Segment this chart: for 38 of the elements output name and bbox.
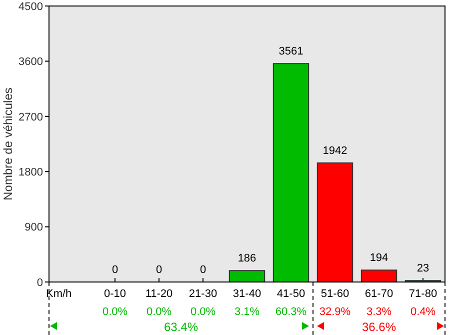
data-label: 0 [156,264,162,276]
x-tick-label: 0-10 [104,288,126,300]
y-axis-title: Nombre de véhicules [1,88,15,200]
x-tick-label: 61-70 [364,288,394,300]
text: 32.9% [319,306,351,318]
bar [228,270,266,282]
text: 0.0% [146,306,172,318]
bar [316,162,354,282]
text: 36.6% [362,320,396,334]
x-tick-label: 21-30 [188,288,218,300]
text: 0.4% [410,306,436,318]
x-tick-label: 31-40 [232,288,262,300]
y-tick-label: 0 [36,276,43,289]
bar [272,63,310,282]
text: 3.3% [366,306,392,318]
text: 3.1% [234,306,260,318]
x-tick-label: 51-60 [320,288,350,300]
data-label: 23 [416,262,430,275]
y-tick-label: 4500 [18,0,43,13]
data-label: 1942 [322,144,348,157]
data-label: 0 [112,264,118,276]
bar [360,270,398,282]
data-label: 0 [200,264,206,276]
x-tick-label: 71-80 [408,288,438,300]
text: 63.4% [164,320,198,334]
text: 0.0% [102,306,128,318]
y-tick-label: 1800 [18,166,43,178]
x-tick-label: 11-20 [145,288,173,300]
x-tick-label: 41-50 [276,288,306,300]
x-axis-title: Km/h [46,288,72,300]
text: 60.3% [275,306,307,318]
text: 0.0% [190,306,216,318]
data-label: 186 [238,252,256,265]
y-tick-label: 2700 [18,111,43,124]
data-label: 3561 [278,46,304,58]
y-tick-label: 900 [24,222,43,234]
y-tick-label: 3600 [18,56,43,68]
data-label: 194 [370,252,388,264]
